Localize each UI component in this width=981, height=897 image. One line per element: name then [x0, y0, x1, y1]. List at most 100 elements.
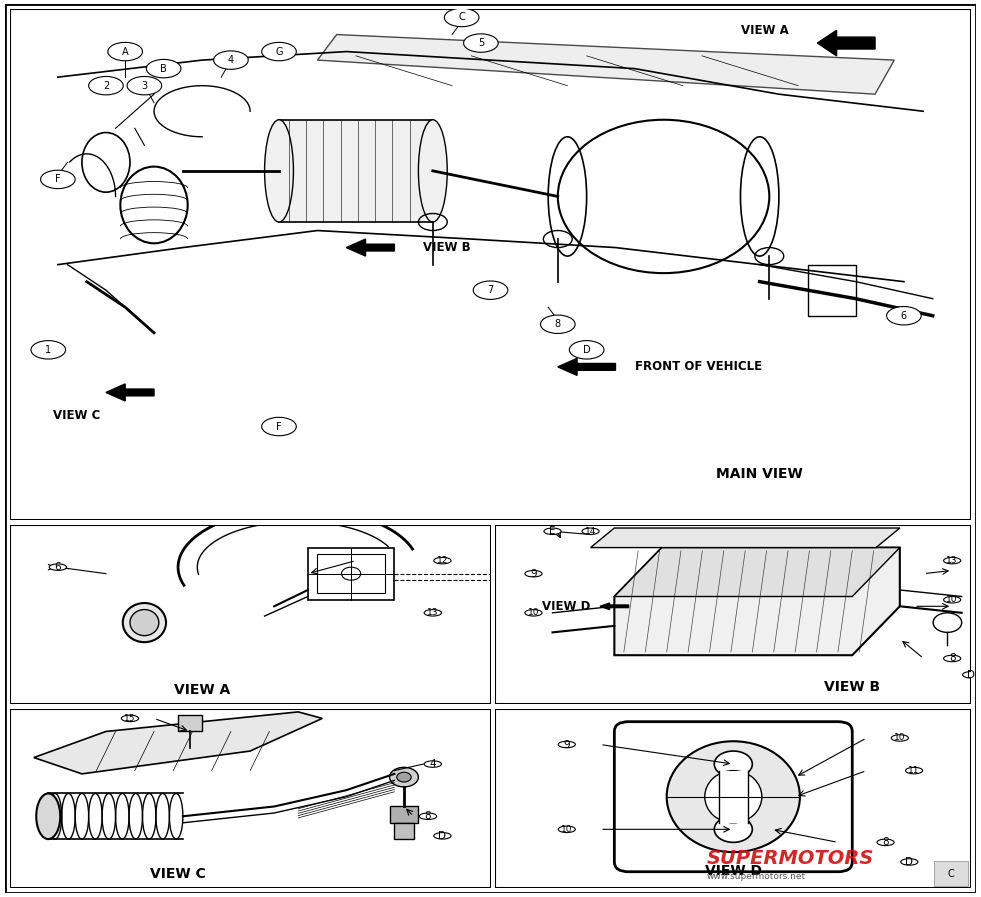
Text: B: B: [160, 64, 167, 74]
Text: D: D: [439, 831, 446, 840]
Text: 12: 12: [437, 556, 448, 565]
Text: 10: 10: [561, 825, 573, 834]
Ellipse shape: [525, 570, 542, 577]
Polygon shape: [600, 603, 629, 610]
Ellipse shape: [714, 751, 752, 777]
Ellipse shape: [525, 610, 542, 616]
Ellipse shape: [434, 832, 451, 839]
Text: 13: 13: [947, 556, 957, 565]
Text: D: D: [583, 344, 591, 355]
Ellipse shape: [944, 655, 960, 662]
Text: VIEW A: VIEW A: [741, 24, 789, 37]
Text: 15: 15: [125, 714, 135, 723]
Bar: [394, 823, 414, 839]
Text: F: F: [55, 174, 61, 185]
Ellipse shape: [543, 528, 561, 535]
Polygon shape: [614, 547, 900, 655]
Circle shape: [341, 567, 361, 580]
Ellipse shape: [129, 610, 159, 636]
Ellipse shape: [424, 761, 441, 767]
Text: D: D: [967, 670, 975, 680]
Ellipse shape: [944, 557, 960, 564]
Ellipse shape: [892, 735, 908, 741]
Bar: [807, 265, 855, 316]
Text: 10: 10: [528, 608, 540, 617]
Text: 4: 4: [430, 759, 437, 769]
Text: 8: 8: [949, 654, 955, 664]
Ellipse shape: [704, 771, 762, 823]
Circle shape: [396, 772, 411, 782]
Text: C: C: [458, 13, 465, 22]
Text: C: C: [948, 868, 954, 879]
Ellipse shape: [214, 51, 248, 69]
Polygon shape: [318, 35, 895, 94]
Ellipse shape: [108, 42, 142, 61]
Ellipse shape: [40, 170, 76, 188]
Text: 10: 10: [894, 734, 905, 743]
Text: VIEW B: VIEW B: [423, 241, 471, 254]
Text: www.supermotors.net: www.supermotors.net: [706, 872, 805, 881]
Bar: [719, 771, 748, 823]
Text: 6: 6: [55, 562, 61, 572]
Text: 1: 1: [45, 344, 51, 355]
Text: VIEW D: VIEW D: [542, 600, 591, 613]
Text: 8: 8: [882, 838, 889, 848]
Ellipse shape: [128, 76, 162, 95]
Ellipse shape: [123, 603, 166, 642]
Ellipse shape: [582, 528, 599, 535]
Text: 6: 6: [901, 310, 907, 321]
Text: 8: 8: [425, 811, 432, 822]
Ellipse shape: [541, 315, 575, 334]
Text: 9: 9: [530, 569, 537, 579]
Polygon shape: [591, 528, 900, 547]
Text: 2: 2: [103, 81, 109, 91]
Ellipse shape: [49, 564, 67, 570]
Bar: [179, 715, 202, 731]
Text: 13: 13: [427, 608, 439, 617]
Ellipse shape: [444, 8, 479, 27]
Bar: [318, 554, 385, 593]
Ellipse shape: [146, 59, 181, 78]
Ellipse shape: [905, 767, 923, 774]
Bar: [279, 120, 433, 222]
Text: 3: 3: [141, 81, 147, 91]
Bar: [934, 861, 968, 886]
Bar: [389, 806, 419, 823]
Text: MAIN VIEW: MAIN VIEW: [716, 466, 803, 481]
Ellipse shape: [262, 42, 296, 61]
Ellipse shape: [901, 858, 918, 866]
Bar: [308, 547, 394, 600]
Text: D: D: [905, 857, 913, 867]
Text: 4: 4: [228, 55, 234, 65]
Ellipse shape: [36, 794, 60, 839]
Polygon shape: [558, 359, 615, 376]
Ellipse shape: [962, 672, 980, 678]
Text: G: G: [276, 47, 283, 57]
Ellipse shape: [418, 120, 447, 222]
Text: 14: 14: [585, 527, 596, 536]
Ellipse shape: [667, 741, 800, 852]
Ellipse shape: [122, 715, 138, 722]
Ellipse shape: [887, 307, 921, 325]
Text: 11: 11: [908, 766, 920, 775]
Ellipse shape: [473, 281, 508, 300]
Ellipse shape: [569, 341, 604, 359]
Polygon shape: [33, 712, 322, 774]
Text: E: E: [549, 527, 556, 536]
Ellipse shape: [262, 417, 296, 436]
Polygon shape: [346, 239, 394, 257]
Ellipse shape: [31, 341, 66, 359]
Text: SUPERMOTORS: SUPERMOTORS: [706, 849, 874, 868]
Text: VIEW C: VIEW C: [150, 867, 206, 881]
Text: A: A: [122, 47, 129, 57]
Ellipse shape: [419, 813, 437, 820]
Text: VIEW C: VIEW C: [53, 410, 101, 422]
Ellipse shape: [877, 839, 894, 846]
Text: VIEW A: VIEW A: [174, 684, 231, 697]
Ellipse shape: [714, 816, 752, 842]
Ellipse shape: [944, 597, 960, 603]
Ellipse shape: [558, 741, 575, 748]
Polygon shape: [614, 547, 900, 597]
Text: 8: 8: [554, 319, 561, 329]
Polygon shape: [106, 384, 154, 401]
